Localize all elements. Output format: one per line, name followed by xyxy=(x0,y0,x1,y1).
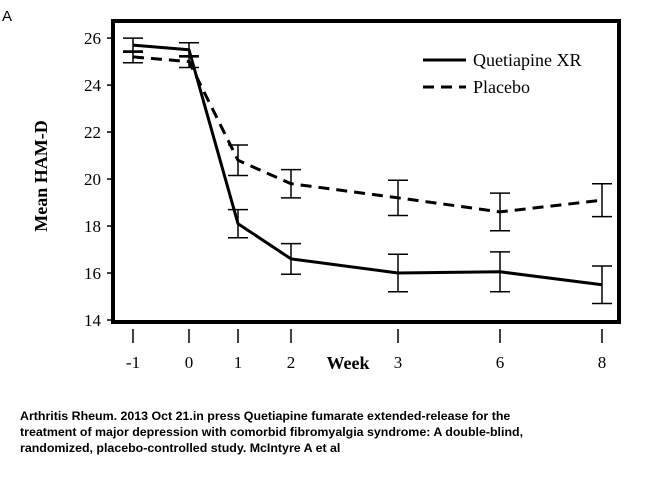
error-bar xyxy=(490,192,510,232)
citation-line-2: treatment of major depression with comor… xyxy=(20,425,524,439)
error-bar xyxy=(281,242,301,275)
error-bar xyxy=(490,251,510,293)
x-tick-label: 1 xyxy=(234,353,243,372)
legend-label-1: Quetiapine XR xyxy=(473,50,581,70)
error-bar xyxy=(592,265,612,305)
y-tick-label: 14 xyxy=(84,311,102,330)
series-line-1 xyxy=(132,43,603,287)
panel-letter: A xyxy=(2,8,13,25)
y-tick-label: 26 xyxy=(84,29,101,48)
error-bar xyxy=(123,50,143,64)
y-axis-title: Mean HAM-D xyxy=(31,120,51,231)
error-bar xyxy=(388,253,408,293)
x-tick-label: 2 xyxy=(287,353,296,372)
y-tick-label: 16 xyxy=(84,264,101,283)
error-bar xyxy=(228,208,248,239)
chart-marks xyxy=(123,37,612,305)
citation: Arthritis Rheum. 2013 Oct 21.in press Qu… xyxy=(20,408,620,456)
x-tick-label: 3 xyxy=(394,353,403,372)
x-tick-label: -1 xyxy=(126,353,140,372)
citation-line-3: randomized, placebo-controlled study. Mc… xyxy=(20,441,341,455)
y-tick-label: 24 xyxy=(84,76,102,95)
x-tick-label: 8 xyxy=(598,353,607,372)
x-axis: -1 0 1 2 3 6 8 xyxy=(126,329,606,372)
error-bar xyxy=(281,168,301,199)
series-line-2 xyxy=(132,55,603,214)
plot-frame xyxy=(111,19,621,324)
y-tick-label: 20 xyxy=(84,170,101,189)
citation-line-1: Arthritis Rheum. 2013 Oct 21.in press Qu… xyxy=(20,409,511,423)
x-axis-title: Week xyxy=(327,353,370,373)
y-tick-label: 18 xyxy=(84,217,101,236)
error-bar xyxy=(388,179,408,217)
legend-label-2: Placebo xyxy=(473,77,530,97)
error-bar xyxy=(228,144,248,177)
x-tick-label: 6 xyxy=(496,353,505,372)
legend: Quetiapine XR Placebo xyxy=(423,50,581,97)
error-bar xyxy=(179,54,199,69)
error-bar xyxy=(592,182,612,218)
x-tick-label: 0 xyxy=(185,353,194,372)
y-axis: 14 16 18 20 22 24 26 xyxy=(84,29,115,330)
y-tick-label: 22 xyxy=(84,123,101,142)
